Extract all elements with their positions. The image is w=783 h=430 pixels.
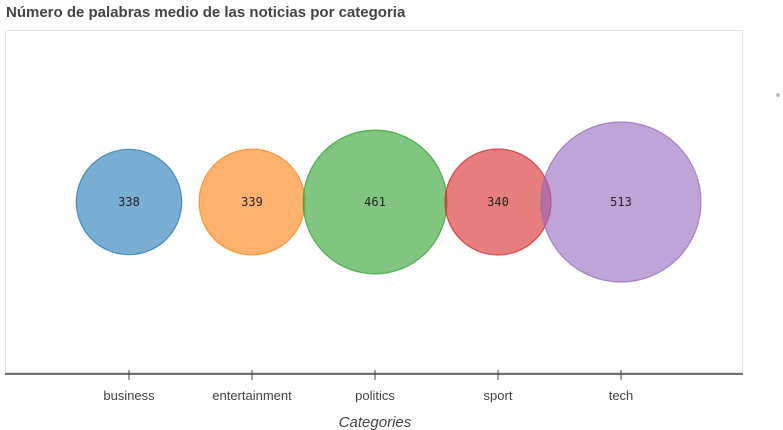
x-tick-label-entertainment: entertainment <box>212 388 292 403</box>
bubble-value-label-tech: 513 <box>610 195 632 209</box>
bubble-value-label-sport: 340 <box>487 195 509 209</box>
x-tick-label-tech: tech <box>609 388 634 403</box>
x-axis-ticks: business entertainment politics sport tech <box>103 370 633 403</box>
x-tick-label-business: business <box>103 388 155 403</box>
bubble-value-label-entertainment: 339 <box>241 195 263 209</box>
toolbar-dot[interactable] <box>776 93 780 97</box>
bubble-value-label-business: 338 <box>118 195 140 209</box>
x-tick-label-sport: sport <box>484 388 513 403</box>
x-tick-label-politics: politics <box>355 388 395 403</box>
x-axis-label: Categories <box>339 414 412 430</box>
bubble-value-label-politics: 461 <box>364 195 386 209</box>
